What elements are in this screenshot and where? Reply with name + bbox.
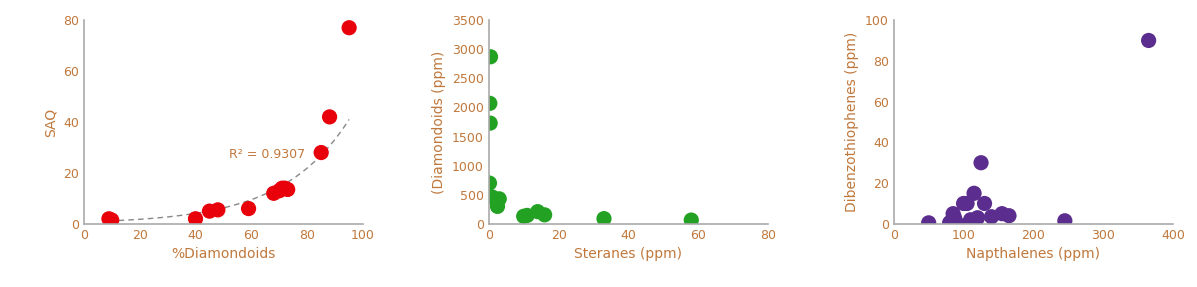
Point <box>480 181 499 185</box>
Point <box>275 186 294 191</box>
Point <box>940 220 959 225</box>
Point <box>941 220 960 224</box>
Point <box>528 209 547 214</box>
X-axis label: Steranes (ppm): Steranes (ppm) <box>575 247 682 261</box>
Point <box>982 214 1001 219</box>
X-axis label: %Diamondoids: %Diamondoids <box>171 247 275 261</box>
Point <box>1140 38 1159 43</box>
Point <box>595 216 614 221</box>
Point <box>480 121 500 125</box>
Text: R² = 0.9307: R² = 0.9307 <box>229 148 305 161</box>
Point <box>488 204 508 209</box>
Point <box>340 26 359 30</box>
Point <box>265 191 284 196</box>
Point <box>1056 218 1075 223</box>
Point <box>943 211 962 216</box>
Point <box>482 195 502 199</box>
Point <box>208 208 227 212</box>
Point <box>269 189 288 193</box>
Point <box>999 214 1019 218</box>
Point <box>99 216 119 221</box>
Point <box>102 218 121 222</box>
Point <box>515 214 534 219</box>
Point <box>273 186 292 191</box>
Point <box>947 220 966 225</box>
Point <box>944 216 964 220</box>
Y-axis label: (Diamondoids (ppm): (Diamondoids (ppm) <box>432 50 446 194</box>
Point <box>972 160 991 165</box>
Point <box>200 209 219 214</box>
Point <box>681 218 700 222</box>
Point <box>278 187 297 192</box>
X-axis label: Napthalenes (ppm): Napthalenes (ppm) <box>966 247 1100 261</box>
Point <box>490 197 509 201</box>
Point <box>320 115 339 119</box>
Point <box>965 191 984 196</box>
Point <box>968 216 988 220</box>
Point <box>535 213 554 217</box>
Point <box>954 201 973 206</box>
Point <box>239 206 259 211</box>
Point <box>958 201 977 206</box>
Point <box>974 201 994 206</box>
Point <box>517 213 536 218</box>
Y-axis label: SAQ: SAQ <box>43 107 57 137</box>
Point <box>481 55 500 59</box>
Point <box>992 211 1011 216</box>
Point <box>186 216 205 221</box>
Y-axis label: Dibenzothiophenes (ppm): Dibenzothiophenes (ppm) <box>845 32 859 212</box>
Point <box>961 218 980 222</box>
Point <box>311 150 330 155</box>
Point <box>919 220 938 225</box>
Point <box>480 101 499 106</box>
